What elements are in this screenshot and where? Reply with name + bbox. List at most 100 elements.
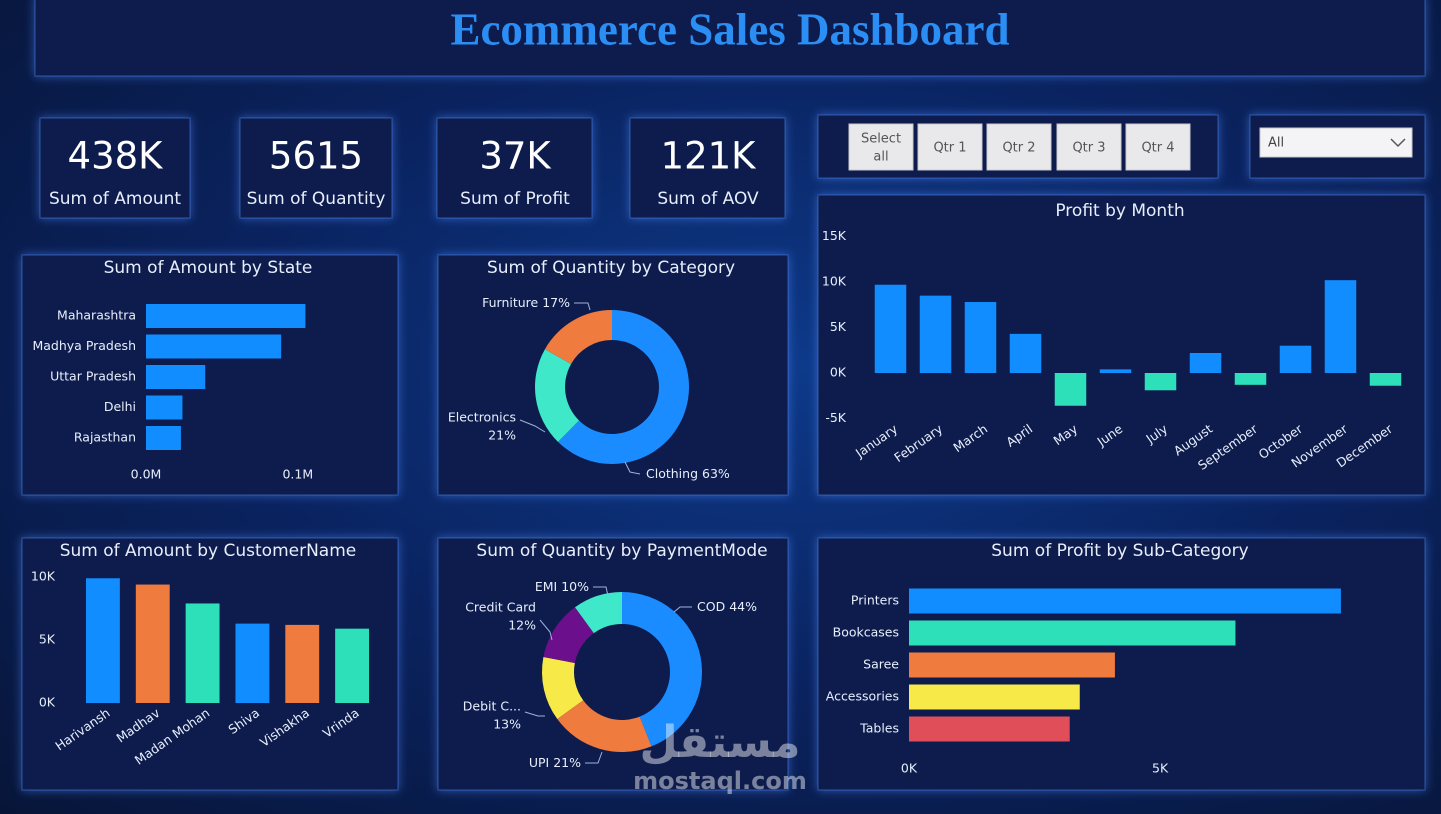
y-tick-label: 5K <box>830 319 847 334</box>
bar <box>1234 373 1267 385</box>
bar <box>285 624 320 703</box>
y-tick-label: 15K <box>822 228 847 243</box>
chart-title: Sum of Profit by Sub-Category <box>991 541 1248 561</box>
bar <box>909 652 1115 678</box>
bar <box>1144 373 1177 391</box>
bar <box>146 395 183 420</box>
leader-line <box>519 419 546 433</box>
leader-line <box>673 606 692 613</box>
slicer-button-label: Select <box>861 132 901 147</box>
slicer-button-label: Qtr 4 <box>1141 141 1174 156</box>
dashboard-title: Ecommerce Sales Dashboard <box>450 4 1009 54</box>
slice-label: Debit C... <box>463 699 521 714</box>
donut-slice <box>535 349 580 442</box>
slicer-button[interactable] <box>1125 123 1191 171</box>
slicer-button[interactable] <box>848 123 914 171</box>
kpi-label: Sum of Profit <box>460 189 570 209</box>
slice-label: Clothing <box>646 466 698 481</box>
y-tick-label: Uttar Pradesh <box>50 369 136 384</box>
bar <box>964 302 997 373</box>
slice-label-group: COD 44% <box>697 599 757 614</box>
dropdown[interactable] <box>1259 127 1413 158</box>
chart-title: Sum of Amount by State <box>104 258 313 278</box>
kpi-label: Sum of AOV <box>657 189 759 209</box>
kpi-value: 121K <box>661 135 758 178</box>
slice-label-group: UPI 21% <box>529 755 581 770</box>
bar <box>909 716 1070 742</box>
y-tick-label: Bookcases <box>833 625 899 640</box>
y-tick-label: 0K <box>830 365 847 380</box>
bar <box>909 620 1236 646</box>
y-tick-label: Accessories <box>826 689 899 704</box>
slice-label-group: Clothing 63% <box>646 466 730 481</box>
bar <box>874 284 907 373</box>
chart-panel <box>21 254 399 496</box>
slicer-button-label: all <box>873 150 888 165</box>
slice-value-label: 17% <box>542 295 570 310</box>
bar <box>1054 373 1087 406</box>
chart-title: Sum of Amount by CustomerName <box>60 541 357 561</box>
leader-line <box>524 711 545 717</box>
kpi-panel <box>436 117 593 219</box>
slicer-button-label: Qtr 1 <box>933 141 966 156</box>
donut-slice <box>544 310 612 364</box>
leader-line <box>593 586 609 597</box>
watermark-url: mostaql.com <box>633 767 807 795</box>
kpi-value: 37K <box>479 135 552 178</box>
slice-label-group: Furniture 17% <box>482 295 570 310</box>
slice-value-label: 12% <box>508 618 536 633</box>
bar <box>909 684 1080 710</box>
donut-slice <box>557 700 652 753</box>
kpi-panel <box>39 117 191 219</box>
slice-value-label: 21% <box>488 428 516 443</box>
bar <box>909 588 1341 614</box>
kpi-value: 438K <box>68 135 165 178</box>
bar <box>335 628 370 703</box>
chart-title: Profit by Month <box>1055 201 1184 221</box>
y-tick-label: Maharashtra <box>57 308 136 323</box>
slicer-button-label: Qtr 3 <box>1072 141 1105 156</box>
bar <box>1369 373 1402 386</box>
dropdown-chevron <box>1390 138 1406 148</box>
slicer-button[interactable] <box>917 123 983 171</box>
donut-slice <box>557 310 689 464</box>
y-tick-label: Rajasthan <box>74 430 136 445</box>
bar <box>146 426 181 450</box>
y-tick-label: 0K <box>39 695 56 710</box>
chart-title: Sum of Quantity by PaymentMode <box>476 541 767 561</box>
slicer-button[interactable] <box>1056 123 1122 171</box>
slice-label: COD <box>697 599 725 614</box>
bar <box>185 603 220 703</box>
bar <box>1099 369 1132 373</box>
bar <box>146 304 306 328</box>
donut-slice <box>622 592 703 747</box>
bar <box>1189 352 1222 373</box>
slice-label: Credit Card <box>465 600 536 615</box>
bar <box>919 295 952 373</box>
y-tick-label: Madhya Pradesh <box>32 338 136 353</box>
y-tick-label: Saree <box>863 657 899 672</box>
slicer-button[interactable] <box>986 123 1052 171</box>
y-tick-label: 10K <box>822 274 847 289</box>
kpi-panel <box>629 117 786 219</box>
slice-value-label: 44% <box>729 599 757 614</box>
leader-line <box>574 302 591 311</box>
y-tick-label: Delhi <box>104 399 136 414</box>
bar <box>85 578 120 703</box>
x-tick-label: 0.0M <box>131 467 162 482</box>
kpi-label: Sum of Quantity <box>247 189 386 209</box>
slice-value-label: 21% <box>553 755 581 770</box>
slice-value-label: 10% <box>561 579 589 594</box>
slicer-button-label: Qtr 2 <box>1002 141 1035 156</box>
y-tick-label: 10K <box>31 569 56 584</box>
slice-label: Electronics <box>448 410 516 425</box>
x-tick-label: 5K <box>1152 761 1169 776</box>
slice-label: Furniture <box>482 295 538 310</box>
donut-slice <box>542 657 584 720</box>
leader-line <box>539 619 553 641</box>
y-tick-label: -5K <box>825 410 846 425</box>
x-tick-label: 0.1M <box>282 467 313 482</box>
dropdown-value: All <box>1268 136 1284 151</box>
y-tick-label: Tables <box>859 721 899 736</box>
